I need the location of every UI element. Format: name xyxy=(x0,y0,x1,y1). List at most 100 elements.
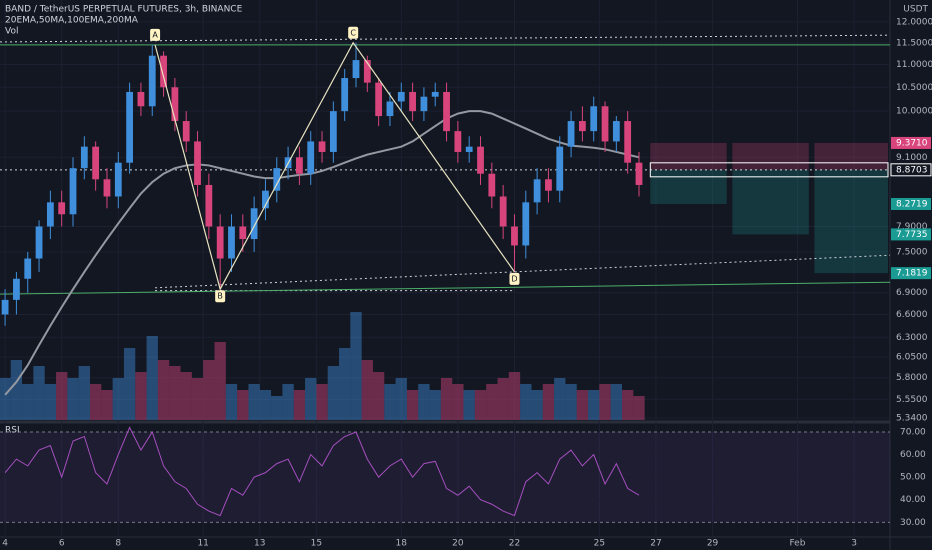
candle-body xyxy=(420,96,428,112)
volume-bar xyxy=(112,378,124,420)
y-tick-label: 5.8000 xyxy=(896,373,928,383)
y-tick-label: 11.5000 xyxy=(896,38,932,48)
volume-bar xyxy=(225,384,238,420)
volume-bar xyxy=(259,390,272,420)
volume-bar xyxy=(22,384,34,420)
candle-body xyxy=(250,208,258,240)
candle-body xyxy=(69,168,77,215)
x-tick-label: 6 xyxy=(59,539,65,549)
pattern-label-box xyxy=(509,272,520,285)
candle-body xyxy=(454,131,462,152)
volume-bar xyxy=(203,360,215,420)
x-tick-label: Feb xyxy=(789,539,805,549)
volume-bar xyxy=(361,360,373,420)
y-tick-label: 12.0000 xyxy=(896,17,932,27)
volume-bar xyxy=(350,312,362,420)
volume-bar xyxy=(486,384,498,420)
candle-body xyxy=(499,196,507,227)
volume-bar xyxy=(508,372,521,420)
candle-body xyxy=(477,146,484,174)
volume-bar xyxy=(520,384,532,420)
volume-bar xyxy=(474,390,487,420)
volume-bar xyxy=(576,390,589,420)
volume-bar xyxy=(293,390,306,420)
volume-bar xyxy=(406,390,419,420)
price-label: 7.1819 xyxy=(896,269,928,279)
candle-body xyxy=(171,87,179,122)
x-tick-label: 22 xyxy=(509,539,520,549)
volume-bar xyxy=(531,390,543,420)
volume-bar xyxy=(452,384,464,420)
candle-body xyxy=(216,226,224,259)
volume-bar xyxy=(157,360,170,420)
target-zone xyxy=(732,169,809,235)
y-tick-label: 5.5500 xyxy=(896,395,928,405)
candle-body xyxy=(114,162,122,197)
candle-body xyxy=(375,82,383,117)
x-tick-label: 11 xyxy=(197,539,208,549)
price-label-box xyxy=(891,136,931,149)
volume-bar xyxy=(237,390,249,420)
y-tick-label: 5.3400 xyxy=(896,414,928,424)
candle-body xyxy=(92,146,100,180)
candle-body xyxy=(545,179,552,191)
candle-body xyxy=(624,121,632,163)
volume-bar xyxy=(542,384,555,420)
volume-bar xyxy=(633,396,645,420)
pattern-label-box xyxy=(215,290,226,303)
candle-body xyxy=(80,146,88,169)
volume-bar xyxy=(44,384,57,420)
candle-body xyxy=(1,299,9,315)
volume-bar xyxy=(554,378,566,420)
volume-bar xyxy=(395,378,407,420)
volume-bar xyxy=(622,390,634,420)
candle-body xyxy=(239,226,247,240)
volume-bar xyxy=(135,372,147,420)
y-tick-label: 6.3000 xyxy=(896,333,928,343)
volume-bar xyxy=(10,360,23,420)
volume-bar xyxy=(565,384,577,420)
price-label: 8.8703 xyxy=(896,165,928,175)
candle-body xyxy=(160,55,167,88)
candle-body xyxy=(148,55,156,107)
candle-body xyxy=(228,226,235,259)
volume-bar xyxy=(588,390,600,420)
candle-body xyxy=(533,179,541,203)
volume-bar xyxy=(146,336,158,420)
y-tick-label: 10.5000 xyxy=(896,83,932,93)
x-tick-label: 25 xyxy=(594,539,605,549)
candle-body xyxy=(443,91,450,132)
rsi-tick-label: 50.00 xyxy=(900,473,926,483)
volume-bar xyxy=(67,378,79,420)
rsi-label: RSI xyxy=(5,426,20,436)
candle-body xyxy=(431,91,439,97)
candle-body xyxy=(601,106,609,142)
volume-bar xyxy=(214,342,226,420)
candle-body xyxy=(556,146,564,191)
x-tick-label: 27 xyxy=(650,539,661,549)
candle-body xyxy=(296,157,303,174)
x-tick-label: 29 xyxy=(707,539,719,549)
candle-body xyxy=(13,278,20,300)
price-label: 9.3710 xyxy=(896,138,928,148)
target-zone xyxy=(650,169,727,204)
y-tick-label: 6.0500 xyxy=(896,353,928,363)
pattern-line xyxy=(154,41,515,291)
candle-body xyxy=(511,226,518,246)
moving-average xyxy=(4,110,640,396)
candle-body xyxy=(24,258,32,279)
volume-bar xyxy=(56,372,68,420)
candle-body xyxy=(386,101,394,117)
rsi-line xyxy=(4,426,640,517)
rsi-tick-label: 40.00 xyxy=(900,495,926,505)
volume-bar xyxy=(429,390,441,420)
volume-bar xyxy=(33,366,45,420)
volume-bar xyxy=(305,378,317,420)
x-tick-label: 15 xyxy=(311,539,322,549)
y-tick-label: 10.0000 xyxy=(896,107,932,117)
y-tick-label: 11.0000 xyxy=(896,60,932,70)
stop-zone xyxy=(732,142,809,170)
volume-bar xyxy=(599,384,611,420)
y-tick-label: 7.9000 xyxy=(896,222,928,232)
